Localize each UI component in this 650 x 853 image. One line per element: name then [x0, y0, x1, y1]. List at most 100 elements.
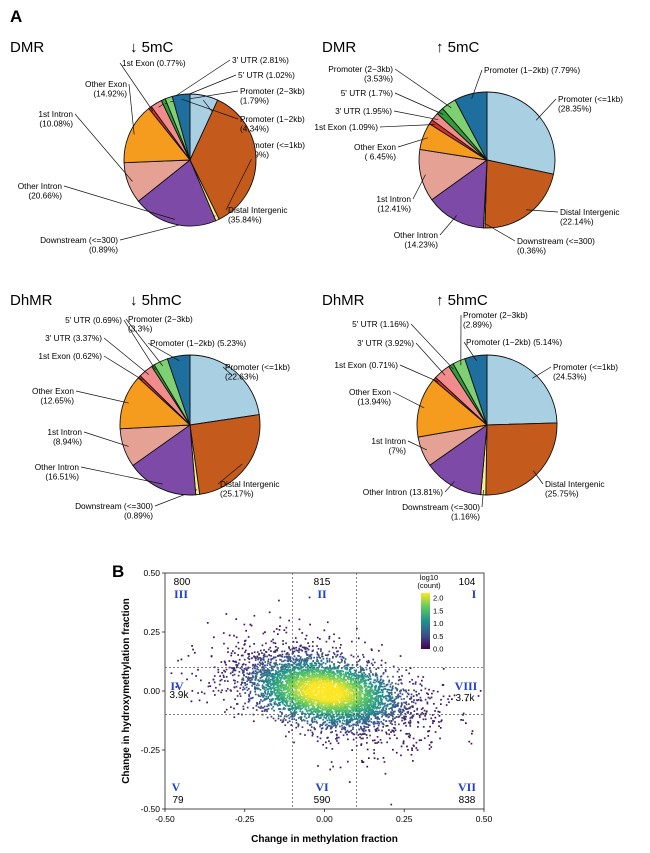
pie-title-left: DMR — [10, 39, 44, 56]
slice-label: Other Intron — [35, 462, 80, 472]
x-tick-label: 0.00 — [316, 814, 333, 824]
pie-title-right: ↓ 5mC — [130, 39, 174, 56]
leader-line — [103, 355, 144, 381]
leader-line — [532, 366, 552, 379]
leader-line — [481, 489, 484, 508]
slice-label: Other Exon — [349, 387, 391, 397]
leader-line — [394, 68, 452, 109]
leader-line — [525, 209, 559, 213]
slice-label: Other Exon — [32, 386, 74, 396]
slice-percent: (3.53%) — [364, 74, 393, 84]
slice-label: Promoter (2−3kb) — [240, 86, 305, 96]
pie-slice — [189, 414, 261, 495]
legend-tick-label: 2.0 — [433, 594, 443, 603]
legend-tick-label: 1.0 — [433, 619, 443, 628]
slice-label: 1st Intron — [376, 194, 411, 204]
slice-label: 1st Exon (1.09%) — [314, 122, 378, 132]
leader-line — [392, 391, 425, 409]
leader-line — [222, 366, 233, 376]
slice-label: 3' UTR (2.81%) — [232, 55, 289, 65]
slice-percent: (22.63%) — [225, 372, 259, 382]
quadrant-label: VII — [458, 780, 476, 794]
leader-line — [410, 323, 454, 370]
pie-title-right: ↓ 5hmC — [130, 292, 182, 309]
quadrant-label: VIII — [455, 679, 478, 693]
slice-percent: (13.94%) — [357, 397, 391, 407]
y-tick-label: -0.50 — [141, 804, 161, 814]
legend-tick-label: 1.5 — [433, 606, 443, 615]
leader-line — [63, 185, 176, 220]
quadrant-count: 79 — [172, 795, 184, 806]
slice-percent: (14.23%) — [404, 240, 438, 250]
quadrant-count: 3.9k — [170, 690, 190, 701]
leader-line — [415, 342, 446, 376]
pie-slice — [189, 354, 260, 426]
pie-slice — [464, 354, 488, 426]
leader-line — [463, 341, 477, 361]
pie-slice — [485, 422, 558, 496]
leader-line — [80, 466, 163, 485]
slice-label: Promoter (2−3kb) — [328, 64, 393, 74]
slice-percent: (7%) — [388, 446, 406, 456]
slice-label: Promoter (1−2kb) (5.14%) — [466, 337, 562, 347]
slice-label: 1st Exon (0.77%) — [122, 58, 186, 68]
leader-line — [217, 463, 243, 485]
quadrant-label: III — [174, 587, 188, 601]
leader-line — [83, 431, 129, 447]
x-tick-label: -0.50 — [155, 814, 175, 824]
leader-line — [181, 98, 239, 120]
leader-line — [407, 440, 428, 451]
leader-line — [533, 470, 544, 485]
slice-label: 5' UTR (1.16%) — [352, 319, 409, 329]
pie-title-left: DhMR — [322, 292, 365, 309]
slice-percent: (20.66%) — [28, 191, 62, 201]
pie-chart-2: DMR ↑ 5mC Promoter (<=1kb)(28.35%) Distal I… — [314, 39, 623, 256]
leader-line — [439, 215, 457, 236]
leader-line — [119, 62, 154, 112]
slice-label: Distal Intergenic — [560, 207, 620, 217]
x-tick-label: 0.50 — [476, 814, 493, 824]
slice-percent: (25.75%) — [545, 489, 579, 499]
slice-label: Downstream (<=300) — [402, 502, 480, 512]
slice-label: 1st Intron — [371, 436, 406, 446]
density-points — [170, 596, 482, 806]
slice-percent: (0.89%) — [124, 511, 153, 521]
slice-label: Promoter (1−2kb) — [240, 114, 305, 124]
scatter-heatmap: -0.50 -0.25 0.00 0.25 0.50 0.50 0.25 0.00 -0.25 -… — [121, 568, 493, 845]
slice-percent: (2.89%) — [463, 320, 492, 330]
leader-line — [393, 110, 439, 121]
slice-label: Downstream (<=300) — [75, 501, 153, 511]
pie-slice — [189, 99, 257, 220]
leader-line — [471, 69, 483, 99]
slice-label: Other Exon — [85, 79, 127, 89]
leader-line — [412, 174, 426, 200]
leader-line — [103, 337, 150, 375]
leader-line — [125, 318, 164, 367]
colorbar — [421, 593, 430, 649]
slice-percent: (16.51%) — [45, 472, 79, 482]
leader-line — [225, 159, 252, 211]
panel-letter-a: A — [10, 7, 22, 26]
slice-label: 5' UTR (1.7%) — [341, 88, 394, 98]
quadrant-label: VI — [315, 780, 329, 794]
slice-label: Other Intron — [18, 181, 63, 191]
slice-label: 3' UTR (1.95%) — [335, 106, 392, 116]
slice-label: Other Intron — [394, 230, 439, 240]
quadrant-count: 815 — [314, 577, 331, 588]
legend-tick-label: 0.5 — [433, 632, 443, 641]
leader-line — [379, 124, 435, 128]
quadrant-label: V — [172, 780, 181, 794]
slice-label: Promoter (1−2kb) (7.79%) — [484, 65, 580, 75]
slice-label: 5' UTR (1.02%) — [238, 70, 295, 80]
pie-title-left: DMR — [322, 39, 356, 56]
slice-percent: (28.35%) — [558, 104, 592, 114]
slice-label: 3' UTR (3.37%) — [45, 333, 102, 343]
pie-slice — [171, 93, 191, 161]
y-tick-label: 0.25 — [143, 627, 160, 637]
slice-label: Promoter (1−2kb) (5.23%) — [150, 338, 246, 348]
quadrant-count: 838 — [459, 795, 476, 806]
pie-slice — [123, 107, 191, 164]
pie-title-left: DhMR — [10, 292, 53, 309]
